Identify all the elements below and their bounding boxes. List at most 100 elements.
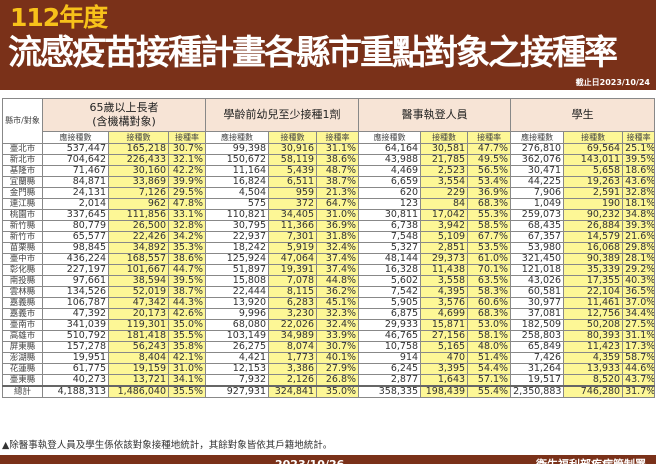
table-cell: 229 <box>420 187 469 199</box>
table-cell: 7,301 <box>268 231 318 243</box>
table-cell: 16,824 <box>205 176 270 188</box>
table-cell: 80,779 <box>42 220 109 232</box>
total-row: 總計 4,188,313 1,486,040 35.5% 927,931 324,841 3… <box>2 385 656 398</box>
table-cell: 470 <box>420 352 469 364</box>
county-name: 臺東縣 <box>2 374 43 387</box>
table-cell: 5,165 <box>420 341 469 353</box>
table-cell: 5,109 <box>420 231 469 243</box>
table-cell: 1,643 <box>420 374 469 387</box>
county-name: 澎湖縣 <box>2 352 43 364</box>
table-cell: 30.7% <box>316 341 360 353</box>
table-row: 嘉義縣 106,787 47,342 44.3% 13,920 6,283 45.1% 5,9… <box>2 297 656 309</box>
table-cell: 372 <box>268 198 318 210</box>
table-cell: 2,523 <box>420 165 469 177</box>
table-cell: 35,339 <box>563 264 624 276</box>
table-cell: 4,504 <box>205 187 270 199</box>
table-cell: 51,897 <box>205 264 270 276</box>
table-cell: 28.1% <box>622 253 656 265</box>
table-cell: 26,884 <box>563 220 624 232</box>
table-cell: 227,197 <box>42 264 109 276</box>
table-cell: 30,916 <box>268 143 318 155</box>
table-cell: 57.1% <box>467 374 512 387</box>
table-row: 桃園市 337,645 111,856 33.1% 110,821 34,405 31.0%… <box>2 209 656 221</box>
table-cell: 47.8% <box>167 198 207 210</box>
table-cell: 27.5% <box>622 319 656 331</box>
table-cell: 34,989 <box>268 330 318 342</box>
table-row: 連江縣 2,014 962 47.8% 575 372 64.7% 123 84 68.3% 1,0… <box>2 198 656 210</box>
table-cell: 575 <box>205 198 270 210</box>
table-row: 嘉義市 47,392 20,173 42.6% 9,996 3,230 32.3% 6,875… <box>2 308 656 320</box>
county-name: 總計 <box>2 385 43 398</box>
table-cell: 165,218 <box>108 143 169 155</box>
table-cell: 47,342 <box>108 297 169 309</box>
table-cell: 7,426 <box>510 352 565 364</box>
table-cell: 67,357 <box>510 231 565 243</box>
table-cell: 84,871 <box>42 176 109 188</box>
table-cell: 58,119 <box>268 154 318 166</box>
county-name: 新北市 <box>2 154 43 166</box>
table-cell: 11,423 <box>563 341 624 353</box>
table-cell: 12,756 <box>563 308 624 320</box>
table-cell: 64,164 <box>358 143 422 155</box>
table-cell: 19,391 <box>268 264 318 276</box>
table-cell: 4,359 <box>563 352 624 364</box>
title-banner: 112年度 流感疫苗接種計畫各縣市重點對象之接種率 截止日2023/10/24 <box>0 0 656 90</box>
table-cell: 32.8% <box>167 220 207 232</box>
subheader-cell: 應接種數 <box>42 131 109 144</box>
table-cell: 42.6% <box>167 308 207 320</box>
county-name: 高雄市 <box>2 330 43 342</box>
table-cell: 11,438 <box>420 264 469 276</box>
table-cell: 44.6% <box>622 363 656 375</box>
table-cell: 2,591 <box>563 187 624 199</box>
county-name: 新竹市 <box>2 231 43 243</box>
table-cell: 65,849 <box>510 341 565 353</box>
table-cell: 34.8% <box>622 209 656 221</box>
county-name: 嘉義縣 <box>2 297 43 309</box>
table-cell: 3,576 <box>420 297 469 309</box>
table-cell: 63.5% <box>467 275 512 287</box>
table-cell: 6,245 <box>358 363 422 375</box>
table-cell: 30,811 <box>358 209 422 221</box>
table-cell: 19,517 <box>510 374 565 387</box>
table-cell: 31.7% <box>622 385 656 398</box>
group-header-students: 學生 <box>510 98 656 132</box>
table-cell: 56.5% <box>467 165 512 177</box>
table-cell: 30,977 <box>510 297 565 309</box>
table-cell: 258,803 <box>510 330 565 342</box>
table-cell: 6,511 <box>268 176 318 188</box>
table-cell: 18.1% <box>622 198 656 210</box>
table-row: 宜蘭縣 84,871 33,869 39.9% 16,824 6,511 38.7% 6,65… <box>2 176 656 188</box>
table-row: 南投縣 97,661 38,594 39.5% 15,808 7,078 44.8% 5,60… <box>2 275 656 287</box>
table-cell: 55.4% <box>467 385 512 398</box>
table-cell: 4,699 <box>420 308 469 320</box>
table-row: 臺南市 341,039 119,301 35.0% 68,080 22,026 32.4% 2… <box>2 319 656 331</box>
table-cell: 22,937 <box>205 231 270 243</box>
table-cell: 58.5% <box>467 220 512 232</box>
table-cell: 157,278 <box>42 341 109 353</box>
table-cell: 53.0% <box>467 319 512 331</box>
table-cell: 42.2% <box>167 165 207 177</box>
table-cell: 35.5% <box>167 330 207 342</box>
table-cell: 38.7% <box>167 286 207 298</box>
table-cell: 35.5% <box>167 385 207 398</box>
table-cell: 620 <box>358 187 422 199</box>
table-row: 高雄市 510,792 181,418 35.5% 103,149 34,989 33.9%… <box>2 330 656 342</box>
table-cell: 31.0% <box>167 363 207 375</box>
table-cell: 33.9% <box>316 330 360 342</box>
table-cell: 106,787 <box>42 297 109 309</box>
table-cell: 18.6% <box>622 165 656 177</box>
table-cell: 38.6% <box>316 154 360 166</box>
table-cell: 44,225 <box>510 176 565 188</box>
table-cell: 29.2% <box>622 264 656 276</box>
table-cell: 32.1% <box>167 154 207 166</box>
table-cell: 68.3% <box>467 198 512 210</box>
table-cell: 13,721 <box>108 374 169 387</box>
table-cell: 276,810 <box>510 143 565 155</box>
table-cell: 46,765 <box>358 330 422 342</box>
table-cell: 43.7% <box>622 374 656 387</box>
table-cell: 4,421 <box>205 352 270 364</box>
table-cell: 22,444 <box>205 286 270 298</box>
table-cell: 39.3% <box>622 220 656 232</box>
table-cell: 39.9% <box>167 176 207 188</box>
table-cell: 61,775 <box>42 363 109 375</box>
